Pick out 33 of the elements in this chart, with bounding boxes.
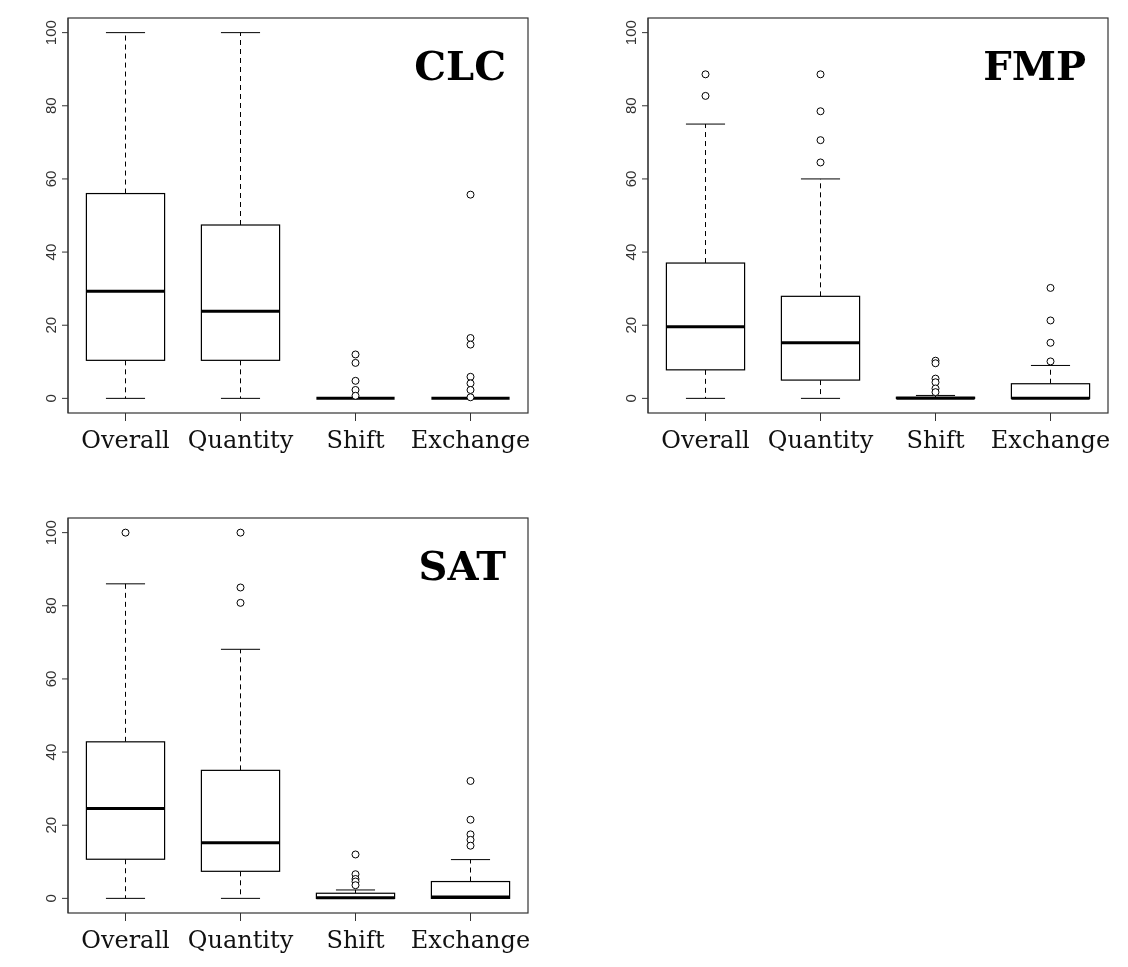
y-tick-label: 0 xyxy=(42,394,59,403)
y-tick-label: 80 xyxy=(42,97,59,115)
x-tick-label: Quantity xyxy=(187,926,294,955)
y-tick-label: 80 xyxy=(622,97,639,115)
y-tick-label: 100 xyxy=(42,520,59,546)
y-tick-label: 40 xyxy=(622,243,639,261)
y-tick-label: 40 xyxy=(42,743,59,761)
y-tick-label: 0 xyxy=(42,894,59,903)
y-tick-label: 20 xyxy=(42,816,59,834)
x-tick-label: Quantity xyxy=(187,426,294,455)
y-tick-label: 40 xyxy=(42,243,59,261)
y-tick-label: 0 xyxy=(622,394,639,403)
y-tick-label: 20 xyxy=(622,316,639,334)
x-tick-label: Exchange xyxy=(990,426,1111,455)
y-tick-label: 100 xyxy=(42,20,59,46)
x-tick-label: Overall xyxy=(81,426,170,455)
x-tick-label: Exchange xyxy=(410,426,531,455)
x-tick-label: Overall xyxy=(661,426,750,455)
y-tick-label: 100 xyxy=(622,20,639,46)
text: CLC xyxy=(414,42,506,89)
text: SAT xyxy=(418,542,506,589)
x-tick-label: Shift xyxy=(326,426,385,455)
text: FMP xyxy=(983,42,1086,89)
x-tick-label: Shift xyxy=(326,926,385,955)
y-tick-label: 60 xyxy=(42,670,59,688)
y-tick-label: 60 xyxy=(42,170,59,188)
x-tick-label: Overall xyxy=(81,926,170,955)
x-tick-label: Shift xyxy=(906,426,965,455)
x-tick-label: Exchange xyxy=(410,926,531,955)
x-tick-label: Quantity xyxy=(767,426,874,455)
y-tick-label: 80 xyxy=(42,597,59,615)
y-tick-label: 20 xyxy=(42,316,59,334)
y-tick-label: 60 xyxy=(622,170,639,188)
